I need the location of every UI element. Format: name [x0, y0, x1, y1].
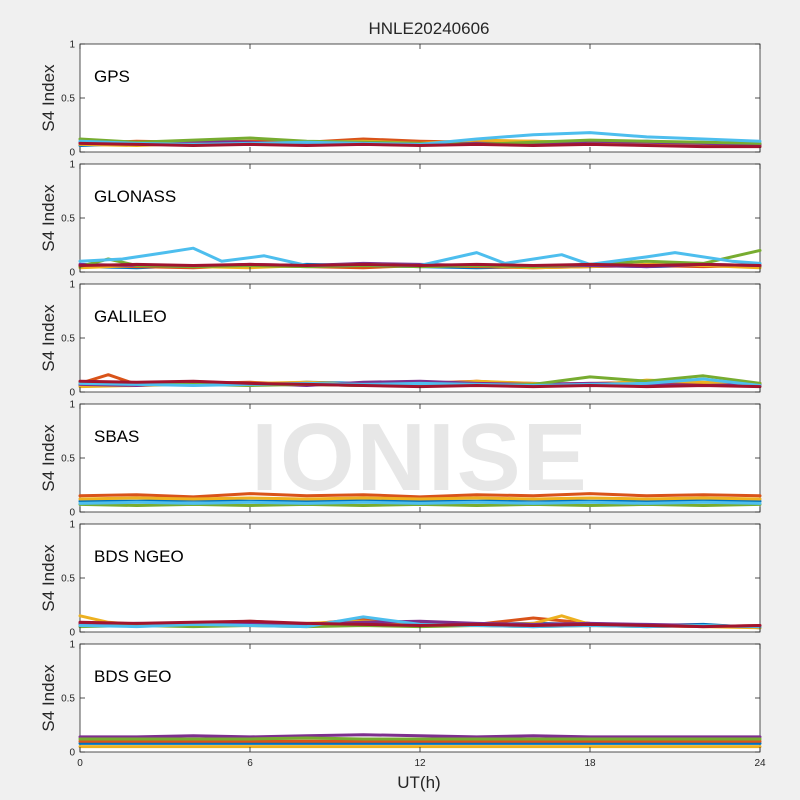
panel-bds-geo: 0 0.5 1 0 6 12 18 24 BDS GEO S4 Index	[39, 640, 766, 770]
y-tick-label: 0.5	[61, 94, 75, 105]
y-tick-label: 0.5	[61, 454, 75, 465]
series-line	[78, 619, 762, 629]
series-line	[78, 733, 762, 739]
panel-galileo: 0 0.5 1 GALILEO S4 Index	[39, 280, 762, 399]
series-line	[78, 141, 762, 149]
y-tick-label: 0	[69, 628, 75, 639]
x-tick-label: 6	[247, 758, 253, 769]
x-tick-label: 24	[754, 758, 766, 769]
y-axis-label: S4 Index	[39, 544, 58, 612]
axes-box	[79, 523, 761, 633]
y-axis-label: S4 Index	[39, 304, 58, 372]
panel-label: GPS	[94, 67, 130, 86]
y-tick-label: 0.5	[61, 574, 75, 585]
panel-gps: 0 0.5 1 GPS S4 Index	[39, 40, 762, 159]
y-axis-label: S4 Index	[39, 184, 58, 252]
series-line	[78, 379, 762, 389]
y-tick-label: 0	[69, 268, 75, 279]
axes-box	[79, 403, 761, 513]
axes-box	[79, 643, 761, 753]
y-axis-label: S4 Index	[39, 424, 58, 492]
x-tick-label: 12	[414, 758, 426, 769]
series-line	[78, 736, 762, 741]
axes-box	[79, 43, 761, 153]
y-axis-label: S4 Index	[39, 64, 58, 132]
figure-title: HNLE20240606	[369, 19, 490, 38]
y-tick-label: 1	[69, 520, 75, 531]
panel-sbas: 0 0.5 1 SBAS S4 Index	[39, 400, 762, 519]
y-tick-label: 0	[69, 388, 75, 399]
y-tick-label: 0.5	[61, 214, 75, 225]
series-line	[78, 262, 762, 267]
axes-box	[79, 163, 761, 273]
panel-label: SBAS	[94, 427, 139, 446]
y-tick-label: 0.5	[61, 694, 75, 705]
y-tick-label: 0.5	[61, 334, 75, 345]
series-line	[78, 496, 762, 501]
series-line	[78, 500, 762, 505]
y-tick-label: 0	[69, 748, 75, 759]
panel-label: BDS NGEO	[94, 547, 184, 566]
x-tick-label: 0	[77, 758, 83, 769]
y-tick-label: 0	[69, 148, 75, 159]
x-tick-label: 18	[584, 758, 596, 769]
panel-glonass: 0 0.5 1 GLONASS S4 Index	[39, 160, 762, 279]
watermark-text: IONISE	[251, 404, 588, 511]
panel-label: BDS GEO	[94, 667, 171, 686]
y-tick-label: 0	[69, 508, 75, 519]
y-tick-label: 1	[69, 40, 75, 51]
axes-box	[79, 283, 761, 393]
y-tick-label: 1	[69, 280, 75, 291]
x-axis-label: UT(h)	[397, 773, 440, 792]
series-line	[78, 377, 762, 387]
panel-bds-ngeo: 0 0.5 1 BDS NGEO S4 Index	[39, 520, 762, 639]
panel-label: GLONASS	[94, 187, 176, 206]
y-tick-label: 1	[69, 160, 75, 171]
y-tick-label: 1	[69, 400, 75, 411]
series-line	[78, 492, 762, 499]
y-axis-label: S4 Index	[39, 664, 58, 732]
panels-group: 0 0.5 1 GPS S4 Index 0 0.5 1 GLONASS S4 Index 0 0.5…	[39, 40, 766, 770]
panel-label: GALILEO	[94, 307, 167, 326]
y-tick-label: 1	[69, 640, 75, 651]
